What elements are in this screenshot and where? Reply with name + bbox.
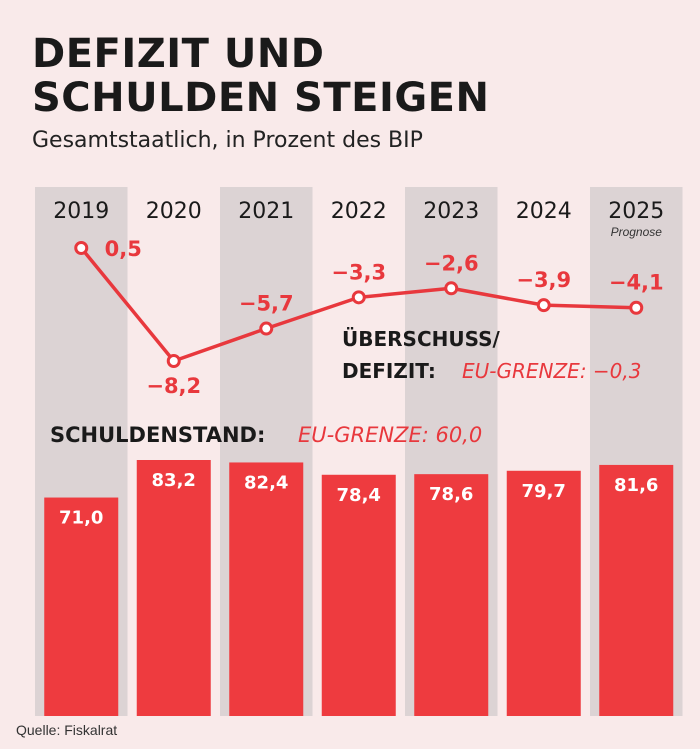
deficit-series-title-2: DEFIZIT: <box>342 359 436 383</box>
debt-value-label: 83,2 <box>152 470 196 491</box>
year-label: 2024 <box>516 199 572 224</box>
deficit-point <box>351 290 366 305</box>
debt-value-label: 82,4 <box>244 472 288 493</box>
year-note: Prognose <box>611 225 663 239</box>
debt-bar <box>506 470 581 716</box>
deficit-series-title-1: ÜBERSCHUSS/ <box>342 327 501 351</box>
debt-bar <box>599 464 674 716</box>
debt-value-label: 78,4 <box>337 485 381 506</box>
deficit-point <box>536 298 551 313</box>
chart-subtitle: Gesamtstaatlich, in Prozent des BIP <box>32 128 423 153</box>
deficit-value-label: −5,7 <box>239 292 294 316</box>
debt-bar <box>414 474 489 716</box>
year-label: 2022 <box>331 199 387 224</box>
year-label: 2020 <box>146 199 202 224</box>
deficit-value-label: −3,3 <box>331 260 386 284</box>
deficit-point <box>259 321 274 336</box>
deficit-value-label: −8,2 <box>146 374 201 398</box>
year-label: 2019 <box>53 199 109 224</box>
debt-value-label: 78,6 <box>429 484 473 505</box>
deficit-value-label: 0,5 <box>105 237 142 261</box>
deficit-value-label: −4,1 <box>609 271 664 295</box>
deficit-value-label: −2,6 <box>424 251 479 275</box>
year-label: 2023 <box>423 199 479 224</box>
debt-bar <box>136 460 211 716</box>
debt-bar <box>321 474 396 716</box>
debt-eu-limit: EU-GRENZE: 60,0 <box>298 423 482 447</box>
year-label: 2025 <box>608 199 664 224</box>
deficit-value-label: −3,9 <box>516 268 571 292</box>
debt-value-label: 71,0 <box>59 508 103 529</box>
debt-value-label: 81,6 <box>614 475 658 496</box>
deficit-point <box>629 300 644 315</box>
year-label: 2021 <box>238 199 294 224</box>
debt-value-label: 79,7 <box>522 481 566 502</box>
title-line-1: DEFIZIT UND <box>32 31 325 77</box>
deficit-eu-limit: EU-GRENZE: −0,3 <box>462 359 641 383</box>
deficit-point <box>166 354 181 368</box>
debt-bar <box>44 497 119 716</box>
deficit-point <box>74 241 89 255</box>
deficit-point <box>444 281 459 296</box>
debt-bar <box>229 462 304 716</box>
title-line-2: SCHULDEN STEIGEN <box>32 75 490 121</box>
debt-series-title: SCHULDENSTAND: <box>50 423 265 447</box>
chart-title: DEFIZIT UND SCHULDEN STEIGEN <box>32 32 489 120</box>
source-note: Quelle: Fiskalrat <box>16 722 118 738</box>
